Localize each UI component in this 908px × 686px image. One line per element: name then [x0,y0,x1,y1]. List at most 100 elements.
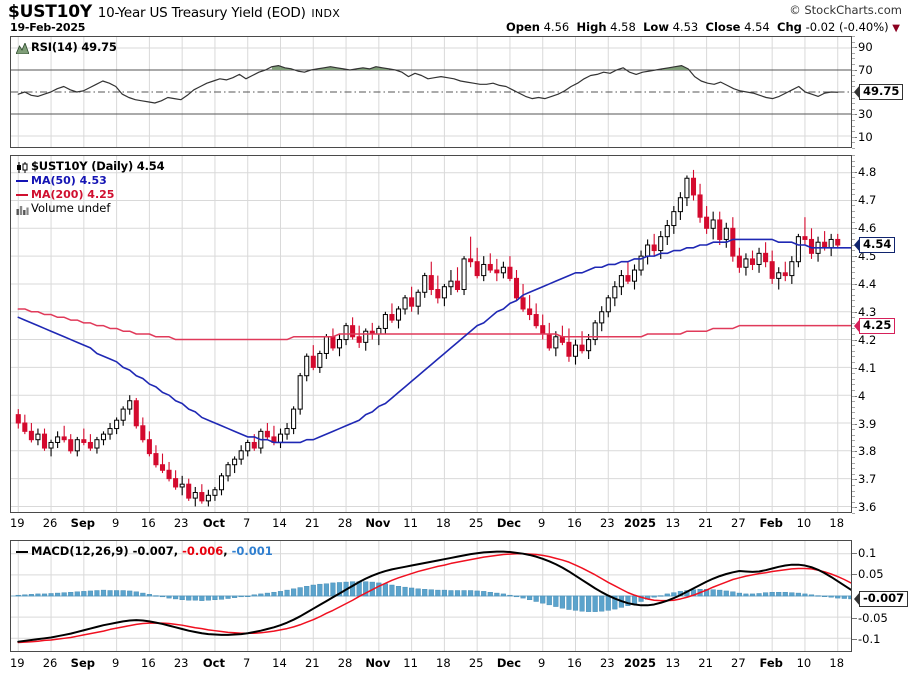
date-axis-label: 21 [698,656,713,670]
macd-value-flag: -0.007 [854,591,908,607]
price-minor-tick [852,199,855,201]
date-axis-label: 19 [9,516,25,530]
rsi-tick-label: 90 [858,40,873,55]
price-minor-tick [852,171,855,173]
price-minor-tick [852,238,855,240]
macd-hist-value: -0.001 [231,544,273,559]
rsi-minor-tick [852,58,855,60]
close-value-flag-value: 4.54 [859,236,896,253]
macd-value-flag-value: -0.007 [859,591,908,607]
price-minor-tick [852,289,855,291]
rsi-panel [10,36,852,148]
price-minor-tick [852,356,855,358]
date-axis-label: Sep [70,656,95,670]
date-axis-label: Feb [759,656,783,670]
price-minor-tick [852,255,855,257]
price-minor-tick [852,205,855,207]
price-minor-tick [852,361,855,363]
date-axis-label: Feb [759,516,783,530]
price-minor-tick [852,244,855,246]
price-minor-tick [852,423,855,425]
date-axis-label: 27 [731,656,746,670]
date-axis-label: 18 [829,656,845,670]
macd-value-flag-pointer [854,592,860,606]
date-axis-label: 25 [468,516,484,530]
date-axis-label: 10 [796,656,812,670]
price-minor-tick [852,485,855,487]
price-tick-label: 3.7 [858,472,877,487]
macd-swatch-icon [16,551,28,553]
rsi-minor-tick [852,36,855,37]
date-axis-label: 9 [538,656,546,670]
rsi-minor-tick [852,103,855,105]
rsi-minor-tick [852,41,855,43]
date-axis-label: 21 [304,656,320,670]
date-axis-label: 9 [538,516,546,530]
rsi-axis: 90 70 30 10 49.75 [852,36,908,149]
date-axis-label: 7 [243,516,251,530]
macd-tick-label: 0.05 [858,567,884,582]
rsi-minor-tick [852,52,855,54]
price-minor-tick [852,233,855,235]
date-axis-label: 13 [665,516,681,530]
price-minor-tick [852,384,855,386]
close-value: 4.54 [744,20,770,34]
date-axis-label: 19 [9,656,25,670]
date-axis-label: 18 [829,516,845,530]
rsi-legend-label: RSI(14) 49.75 [31,40,117,55]
price-minor-tick [852,479,855,481]
date-axis-label: 25 [468,656,484,670]
rsi-tick-label: 30 [858,107,873,122]
rsi-value-flag-value: 49.75 [859,84,904,101]
date-axis-label: 27 [731,516,746,530]
price-minor-tick [852,283,855,285]
price-minor-tick [852,194,855,196]
rsi-minor-tick [852,120,855,121]
rsi-area-icon [15,41,30,54]
price-minor-tick [852,306,855,308]
price-minor-tick [852,322,855,324]
price-minor-tick [852,222,855,224]
price-minor-tick [852,166,855,168]
date-axis-label: 23 [173,516,189,530]
date-axis-label: 28 [337,656,353,670]
chg-value: -0.02 (-0.40%) [805,20,889,34]
date-axis-label: 23 [599,516,615,530]
price-minor-tick [852,513,855,514]
macd-tick-label: -0.1 [858,632,881,647]
candlestick-icon [16,161,29,173]
price-minor-tick [852,378,855,380]
rsi-minor-tick [852,108,855,110]
date-axis-label: 7 [243,656,251,670]
price-tick-label: 4 [858,388,866,403]
rsi-minor-tick [852,64,855,65]
price-minor-tick [852,339,855,341]
price-minor-tick [852,216,855,218]
price-minor-tick [852,317,855,319]
price-minor-tick [852,417,855,419]
date-axis-label: Oct [202,516,225,530]
price-tick-label: 4.7 [858,192,877,207]
date-axis-label: 21 [304,516,320,530]
ma200-legend-label: MA(200) 4.25 [31,188,115,202]
chart-date: 19-Feb-2025 [10,21,86,34]
date-axis-label: 16 [567,656,582,670]
price-minor-tick [852,389,855,391]
open-value: 4.56 [543,20,570,34]
open-label: Open [505,20,540,34]
rsi-minor-tick [852,136,855,138]
price-axis: 4.8 4.7 4.6 4.5 4.4 4.3 4.2 4.1 4 3.9 3.8 3.7 3.6 4.5… [852,155,908,514]
price-minor-tick [852,490,855,492]
symbol-type: INDX [311,7,341,20]
macd-tick-mark [852,552,857,554]
date-axis-label: 2025 [624,656,657,670]
price-tick-label: 4.2 [858,332,877,347]
date-axis-label: 16 [141,516,156,530]
date-axis-label: Sep [70,516,95,530]
rsi-minor-tick [852,142,855,144]
date-axis-label: 23 [599,656,615,670]
rsi-minor-tick [852,97,855,99]
close-label: Close [705,20,741,34]
price-minor-tick [852,311,855,313]
price-minor-tick [852,188,855,190]
